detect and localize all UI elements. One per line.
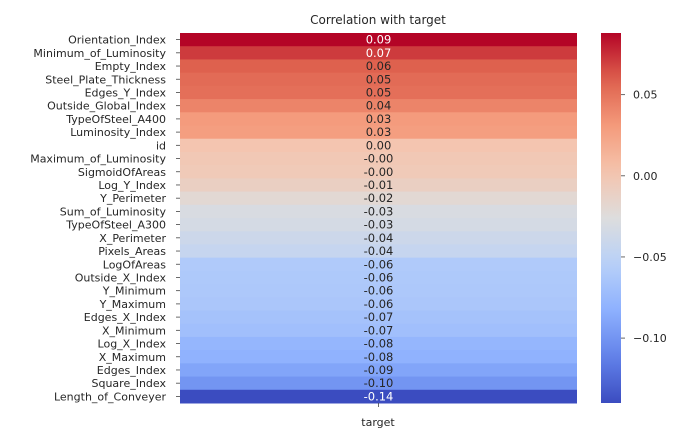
cell-value: 0.03 xyxy=(366,125,392,139)
cell-value: -0.01 xyxy=(364,178,394,192)
heatmap-cell xyxy=(180,257,577,272)
colorbar xyxy=(601,33,621,403)
cell-value: -0.14 xyxy=(364,389,394,403)
cell-value: -0.09 xyxy=(364,363,394,377)
row-label: Y_Perimeter xyxy=(99,192,166,205)
cell-value: -0.03 xyxy=(364,218,394,232)
cell-value: 0.05 xyxy=(366,85,392,99)
row-label: Log_Y_Index xyxy=(98,179,166,192)
cell-value: -0.06 xyxy=(364,284,394,298)
row-label: Outside_X_Index xyxy=(75,271,167,284)
row-label: X_Minimum xyxy=(102,324,166,337)
cell-value: -0.06 xyxy=(364,270,394,284)
row-label: X_Perimeter xyxy=(99,232,166,245)
cell-value: -0.00 xyxy=(364,165,394,179)
heatmap-cell xyxy=(180,151,577,166)
row-label: Empty_Index xyxy=(95,60,167,73)
cell-value: -0.04 xyxy=(364,244,394,258)
cell-value: -0.00 xyxy=(364,152,394,166)
row-label: Luminosity_Index xyxy=(70,126,166,139)
cell-value: 0.03 xyxy=(366,112,392,126)
heatmap-cell xyxy=(180,310,577,325)
cell-value: 0.04 xyxy=(366,99,392,113)
cell-value: 0.06 xyxy=(366,59,392,73)
row-label: LogOfAreas xyxy=(103,258,166,271)
heatmap-cell xyxy=(180,125,577,140)
heatmap-cell xyxy=(180,112,577,126)
cell-value: 0.07 xyxy=(366,46,392,60)
cell-value: -0.10 xyxy=(364,376,394,390)
cell-value: -0.06 xyxy=(364,297,394,311)
heatmap-cell xyxy=(180,178,577,193)
heatmap-cell xyxy=(180,59,577,74)
colorbar-tick-label: −0.10 xyxy=(633,332,667,345)
cell-value: -0.08 xyxy=(364,350,394,364)
row-label: Steel_Plate_Thickness xyxy=(45,73,166,86)
cell-value: -0.04 xyxy=(364,231,394,245)
row-label: Sum_of_Luminosity xyxy=(60,205,167,218)
heatmap-cell xyxy=(180,33,577,47)
row-label: Edges_Index xyxy=(97,364,167,377)
row-label: Pixels_Areas xyxy=(98,245,166,258)
heatmap-cell xyxy=(180,165,577,179)
row-label: Log_X_Index xyxy=(98,338,167,351)
heatmap-cell xyxy=(180,336,577,351)
row-labels: Orientation_IndexMinimum_of_LuminosityEm… xyxy=(30,34,180,403)
heatmap-cell xyxy=(180,244,577,259)
row-label: SigmoidOfAreas xyxy=(78,166,166,179)
heatmap-cells xyxy=(180,33,577,404)
row-label: Edges_X_Index xyxy=(84,311,167,324)
heatmap-cell xyxy=(180,297,577,311)
heatmap-cell xyxy=(180,270,577,285)
cell-value: -0.07 xyxy=(364,310,394,324)
cell-value: 0.05 xyxy=(366,72,392,86)
heatmap-cell xyxy=(180,191,577,206)
row-label: Maximum_of_Luminosity xyxy=(30,153,166,166)
heatmap-cell xyxy=(180,85,577,100)
heatmap-cell xyxy=(180,284,577,298)
colorbar-tick-label: 0.00 xyxy=(633,170,658,183)
row-label: Y_Minimum xyxy=(102,285,166,298)
heatmap-cell xyxy=(180,231,577,245)
row-label: X_Maximum xyxy=(99,351,166,364)
heatmap-cell xyxy=(180,99,577,113)
row-label: Square_Index xyxy=(91,377,166,390)
heatmap-cell xyxy=(180,376,577,391)
heatmap-cell xyxy=(180,204,577,219)
column-label-target: target xyxy=(361,416,395,429)
heatmap-cell xyxy=(180,138,577,153)
cell-value: -0.03 xyxy=(364,204,394,218)
colorbar-ticks: 0.05 0.00 −0.05 −0.10 xyxy=(621,89,667,345)
heatmap-cell xyxy=(180,389,577,404)
heatmap-cell xyxy=(180,218,577,232)
row-label: Length_of_Conveyer xyxy=(54,390,166,403)
heatmap-cell xyxy=(180,350,577,364)
row-label: Y_Maximum xyxy=(99,298,166,311)
cell-value: -0.06 xyxy=(364,257,394,271)
heatmap-cell xyxy=(180,363,577,378)
heatmap-cell xyxy=(180,323,577,338)
cell-value: -0.08 xyxy=(364,337,394,351)
cell-value: -0.02 xyxy=(364,191,394,205)
colorbar-tick-label: −0.05 xyxy=(633,251,667,264)
row-label: Orientation_Index xyxy=(68,34,166,47)
cell-value-labels: 0.090.070.060.050.050.040.030.030.00-0.0… xyxy=(364,33,394,404)
cell-value: 0.00 xyxy=(366,138,392,152)
row-label: Edges_Y_Index xyxy=(85,86,167,99)
row-label: Outside_Global_Index xyxy=(47,100,166,113)
chart-title: Correlation with target xyxy=(310,13,446,27)
heatmap-cell xyxy=(180,72,577,87)
cell-value: 0.09 xyxy=(366,33,392,47)
row-label: id xyxy=(156,139,166,152)
row-label: TypeOfSteel_A400 xyxy=(65,113,166,126)
heatmap-cell xyxy=(180,46,577,60)
row-label: TypeOfSteel_A300 xyxy=(65,219,166,232)
row-label: Minimum_of_Luminosity xyxy=(33,47,166,60)
cell-value: -0.07 xyxy=(364,323,394,337)
colorbar-tick-label: 0.05 xyxy=(633,89,658,102)
